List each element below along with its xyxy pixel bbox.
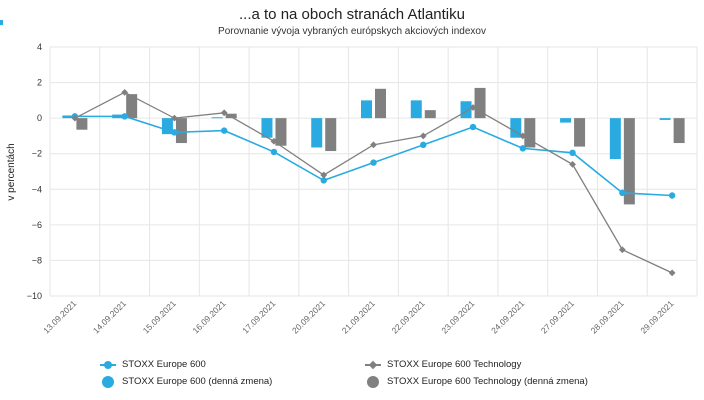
data-point: [519, 145, 527, 152]
bar: [161, 118, 173, 135]
bars: [62, 87, 685, 205]
data-point: [519, 132, 527, 140]
data-point: [171, 129, 178, 136]
chart-title: ...a to na oboch stranách Atlantiku: [239, 6, 465, 23]
bar: [311, 118, 323, 148]
bar: [375, 88, 386, 119]
y-tick-label: −4: [32, 184, 42, 194]
x-tick-label: 21.09.2021: [340, 298, 377, 335]
legend-item-tech-line[interactable]: STOXX Europe 600 Technology: [365, 358, 655, 371]
data-point: [220, 127, 228, 134]
data-point: [270, 148, 278, 156]
accent-mark: [0, 20, 3, 25]
y-axis-title: v percentách: [6, 143, 17, 200]
x-tick-label: 17.09.2021: [240, 298, 277, 335]
legend-label: STOXX Europe 600 Technology (denná zmena…: [387, 376, 588, 387]
x-tick-labels: 13.09.2021 14.09.2021 15.09.2021 16.09.2021…: [41, 298, 676, 335]
data-point: [121, 88, 129, 96]
data-point: [71, 114, 79, 122]
x-tick-label: 29.09.2021: [638, 298, 675, 335]
bar: [175, 118, 187, 144]
legend-label: STOXX Europe 600: [122, 359, 206, 370]
legend-item-stoxx-bars[interactable]: STOXX Europe 600 (denná zmena): [100, 375, 365, 388]
bar: [325, 118, 337, 152]
bar: [524, 118, 536, 148]
bar: [225, 113, 237, 119]
data-point: [419, 132, 427, 140]
bar: [510, 118, 522, 138]
bar: [62, 115, 74, 119]
data-point: [370, 141, 377, 149]
bar: [410, 100, 422, 119]
bar: [211, 117, 223, 119]
data-point: [370, 159, 377, 166]
data-point: [569, 149, 576, 157]
data-point: [121, 113, 128, 120]
data-point: [220, 109, 228, 117]
chart-subtitle: Porovnanie vývoja vybraných európskych a…: [218, 26, 486, 37]
y-tick-label: −10: [27, 291, 42, 301]
bar: [574, 118, 586, 147]
bar: [261, 118, 273, 138]
x-tick-label: 27.09.2021: [539, 298, 576, 335]
y-tick-label: −6: [32, 220, 42, 230]
x-tick-label: 28.09.2021: [589, 298, 626, 335]
data-point: [270, 137, 278, 145]
data-point: [668, 269, 676, 277]
y-tick-label: 4: [37, 42, 42, 52]
x-tick-label: 15.09.2021: [141, 298, 178, 335]
bar: [474, 87, 486, 119]
data-point: [320, 171, 328, 179]
legend-item-tech-bars[interactable]: STOXX Europe 600 Technology (denná zmena…: [365, 375, 655, 388]
line-diamond-icon: [365, 359, 381, 371]
x-tick-label: 14.09.2021: [91, 298, 128, 335]
bar: [126, 94, 138, 119]
data-point: [668, 192, 676, 199]
x-tick-label: 16.09.2021: [190, 298, 227, 335]
bar: [424, 110, 436, 119]
bar: [560, 118, 572, 123]
x-tick-label: 20.09.2021: [290, 298, 327, 335]
data-point: [171, 114, 178, 122]
x-tick-label: 23.09.2021: [439, 298, 476, 335]
x-tick-label: 24.09.2021: [489, 298, 526, 335]
legend: STOXX Europe 600 STOXX Europe 600 Techno…: [100, 358, 660, 388]
y-tick-labels: 4 2 0 −2 −4 −6 −8 −10: [27, 42, 42, 301]
data-point: [469, 123, 477, 131]
data-point: [619, 189, 626, 197]
x-tick-label: 22.09.2021: [390, 298, 427, 335]
y-tick-label: 0: [37, 113, 42, 123]
legend-item-stoxx-line[interactable]: STOXX Europe 600: [100, 358, 365, 371]
x-tick-label: 13.09.2021: [41, 298, 78, 335]
bar: [76, 118, 88, 130]
data-point: [320, 177, 327, 184]
data-point: [469, 104, 477, 111]
bar: [659, 118, 671, 120]
data-point: [420, 141, 427, 149]
bar: [673, 118, 685, 144]
legend-label: STOXX Europe 600 Technology: [387, 359, 522, 370]
bar: [623, 118, 635, 205]
points: [71, 88, 676, 277]
legend-label: STOXX Europe 600 (denná zmena): [122, 376, 273, 387]
bar: [609, 118, 621, 160]
bar: [275, 118, 287, 146]
data-point: [569, 160, 576, 168]
line-marker-icon: [100, 359, 116, 371]
circle-icon: [365, 375, 381, 388]
y-tick-label: −8: [32, 255, 42, 265]
data-point: [618, 246, 626, 254]
bar: [460, 101, 472, 119]
gridlines: [49, 46, 698, 297]
y-tick-label: 2: [37, 78, 42, 88]
y-tick-label: −2: [32, 149, 42, 159]
circle-icon: [100, 375, 116, 388]
bar: [361, 100, 372, 119]
